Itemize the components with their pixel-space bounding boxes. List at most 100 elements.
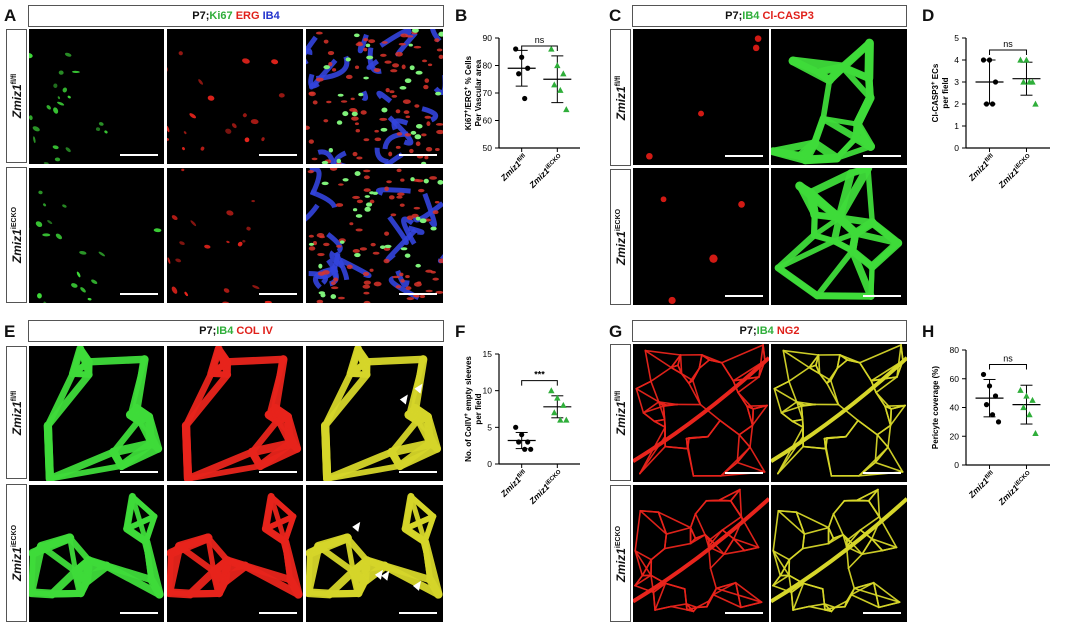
y-tick-label: 1 — [954, 121, 959, 131]
scale-bar — [259, 293, 297, 295]
scale-bar — [863, 155, 901, 157]
y-tick-label: 60 — [950, 374, 960, 384]
x-tick-label: Zmiz1iECKO — [996, 469, 1034, 507]
data-point — [1017, 386, 1024, 393]
scale-bar — [863, 295, 901, 297]
data-point — [1023, 56, 1030, 63]
scale-bar — [725, 295, 763, 297]
significance-bracket — [521, 380, 558, 386]
y-tick-label: 2 — [954, 99, 959, 109]
series-0 — [975, 57, 1004, 107]
row-label-text: Zmiz1fl/fl — [613, 75, 628, 120]
y-tick-label: 5 — [954, 33, 959, 43]
data-point — [513, 424, 519, 430]
data-point — [983, 402, 990, 408]
micrograph-casp3-ecko — [633, 168, 769, 305]
y-tick-label: 60 — [483, 116, 493, 126]
data-point — [989, 101, 996, 107]
micrograph-ib4-floxed — [29, 346, 164, 481]
micrograph-ib4-casp3-ecko — [771, 168, 907, 305]
panel-C-header: P7; IB4 Cl-CASP3 — [632, 5, 907, 27]
data-point — [548, 45, 555, 52]
scale-bar — [863, 612, 901, 614]
header-stain-0: Ki67 — [209, 10, 233, 22]
micrograph-casp3-floxed — [633, 29, 769, 165]
panel-label-B: B — [455, 6, 468, 25]
data-point — [980, 371, 987, 378]
y-tick-label: 0 — [954, 143, 959, 153]
data-point — [995, 419, 1002, 425]
row-label-floxed-G: Zmiz1fl/fl — [610, 344, 631, 481]
micrograph-merge-coliv-ecko — [306, 485, 443, 622]
micrograph-merge-ecko — [306, 168, 443, 303]
y-tick-label: 4 — [954, 55, 959, 65]
data-point — [557, 86, 564, 93]
data-point — [548, 387, 555, 394]
scale-bar — [399, 293, 437, 295]
micrograph-ng2-floxed — [633, 344, 769, 482]
scale-bar — [120, 154, 158, 156]
chart-F: 0 5 10 15 No. of ColIV+ empty sleeves per fie… — [455, 344, 590, 534]
data-point — [516, 71, 522, 77]
y-tick-label: 70 — [483, 88, 493, 98]
panel-label-E: E — [4, 322, 16, 341]
x-tick-label: Zmiz1iECKO — [526, 152, 564, 190]
data-point — [554, 394, 561, 401]
panel-label-A: A — [4, 6, 17, 25]
header-stain-1: ERG — [232, 10, 260, 22]
row-label-floxed: Zmiz1fl/fl — [6, 29, 27, 163]
row-label-text: Zmiz1fl/fl — [613, 390, 628, 435]
y-tick-label: 50 — [483, 143, 493, 153]
data-point — [516, 439, 522, 445]
scale-bar — [725, 472, 763, 474]
micrograph-ng2-ecko — [633, 485, 769, 622]
chart-D: 0 1 2 3 4 5 Cl-CASP3+ ECs per field Zmiz1fl/fl Zm… — [922, 28, 1060, 218]
panel-label-D: D — [922, 6, 935, 25]
data-point — [1029, 396, 1036, 403]
row-label-ecko-C: Zmiz1iECKO — [610, 169, 631, 305]
scale-bar — [399, 471, 437, 473]
data-point — [980, 57, 987, 63]
x-tick-label: Zmiz1iECKO — [526, 468, 564, 506]
scale-bar — [399, 154, 437, 156]
micrograph-merge-ng2-floxed — [771, 344, 907, 482]
data-point — [519, 54, 525, 60]
data-point — [522, 95, 528, 102]
x-tick-label: Zmiz1fl/fl — [498, 468, 529, 499]
data-point — [557, 416, 564, 423]
row-label-ecko: Zmiz1iECKO — [6, 167, 27, 303]
panel-label-H: H — [922, 322, 935, 341]
row-label-floxed-C: Zmiz1fl/fl — [610, 29, 631, 166]
y-axis-label: Cl-CASP3+ ECs — [931, 63, 940, 122]
significance-bracket — [989, 49, 1027, 55]
data-point — [560, 70, 567, 77]
data-point — [522, 446, 528, 452]
panel-G-header: P7; IB4 NG2 — [632, 320, 907, 342]
significance-bracket — [521, 45, 558, 51]
chart-H: 0 20 40 60 80 Pericyte coverage (%) Zmiz1fl/fl… — [922, 340, 1060, 535]
y-tick-label: 5 — [487, 422, 492, 432]
y-axis-label: Pericyte coverage (%) — [931, 366, 940, 449]
x-tick-label: Zmiz1fl/fl — [498, 152, 529, 183]
y-tick-label: 10 — [483, 386, 493, 396]
significance-label: *** — [534, 370, 545, 380]
data-point — [560, 401, 567, 408]
header-stain-0: IB4 — [742, 10, 760, 22]
micrograph-erg-floxed — [167, 29, 303, 164]
row-label-text: Zmiz1iECKO — [9, 524, 24, 582]
series-0 — [975, 371, 1004, 425]
data-point — [563, 416, 570, 423]
series-1 — [543, 387, 572, 423]
scale-bar — [863, 472, 901, 474]
panel-label-G: G — [609, 322, 623, 341]
micrograph-coliv-ecko — [167, 485, 303, 622]
header-stain-1: Cl-CASP3 — [759, 10, 814, 22]
y-axis-label-line2: per field — [474, 393, 483, 424]
row-label-ecko-G: Zmiz1iECKO — [610, 485, 631, 622]
micrograph-ki67-floxed — [29, 29, 164, 164]
data-point — [1023, 392, 1030, 399]
data-point — [528, 446, 534, 452]
header-prefix: P7; — [725, 10, 743, 22]
x-tick-label: Zmiz1fl/fl — [966, 152, 997, 183]
data-point — [992, 393, 999, 399]
